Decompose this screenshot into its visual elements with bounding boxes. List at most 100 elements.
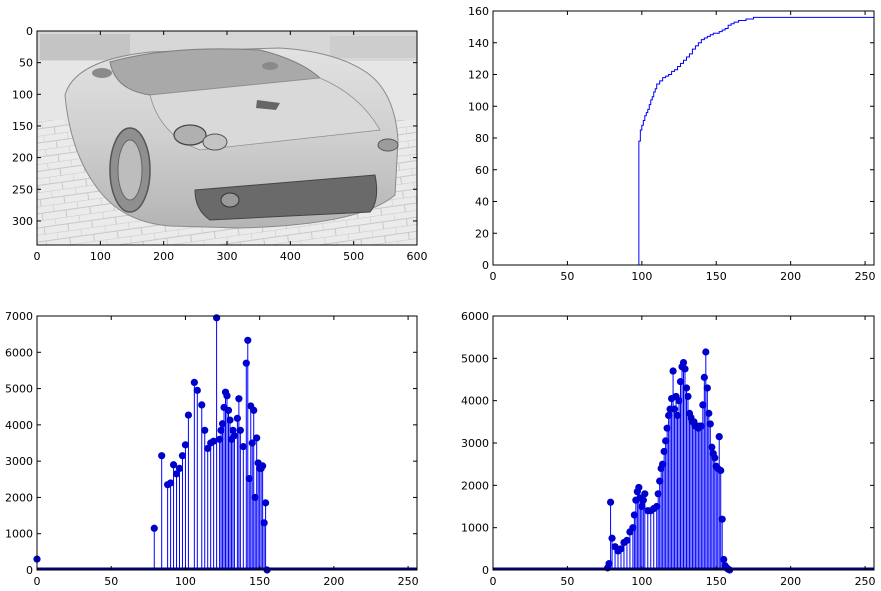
stem-marker <box>172 470 181 478</box>
stem-marker <box>204 444 212 453</box>
stem-marker <box>260 519 268 527</box>
stem-marker <box>253 434 261 442</box>
hist-original-ticks: 0 50 100 150 200 250 0 1000 2000 3000 4000 5000 6000… <box>5 310 419 588</box>
stem-marker <box>705 409 713 417</box>
x-tick-label: 0 <box>34 250 41 263</box>
hist-original-panel: 0 50 100 150 200 250 0 1000 2000 3000 4000 5000 6000… <box>5 310 419 588</box>
car-image <box>37 31 417 245</box>
x-tick-label: 250 <box>855 270 876 283</box>
y-tick-label: 160 <box>468 5 489 18</box>
y-tick-label: 40 <box>475 196 489 209</box>
stem-marker <box>608 534 616 542</box>
stem-marker <box>181 441 190 449</box>
y-tick-label: 3000 <box>461 437 489 450</box>
stem-marker <box>229 426 237 434</box>
stem-marker <box>223 392 231 400</box>
x-tick-label: 300 <box>217 250 238 263</box>
stem-marker <box>669 367 677 375</box>
stem-marker <box>178 452 187 460</box>
x-tick-label: 400 <box>280 250 301 263</box>
y-tick-label: 300 <box>12 215 33 228</box>
stem-marker <box>635 483 643 492</box>
stem-marker <box>708 443 716 451</box>
y-tick-label: 0 <box>482 564 489 577</box>
stem-marker <box>261 499 270 507</box>
y-tick-label: 60 <box>475 164 489 177</box>
y-tick-label: 3000 <box>5 455 33 468</box>
x-tick-label: 150 <box>706 575 727 588</box>
y-tick-label: 5000 <box>5 383 33 396</box>
y-tick-label: 150 <box>12 120 33 133</box>
stem-marker <box>702 348 710 356</box>
stem-marker <box>198 401 206 409</box>
y-tick-label: 6000 <box>461 310 489 323</box>
x-tick-label: 0 <box>490 270 497 283</box>
hist-equalized-stems <box>493 348 874 574</box>
x-tick-label: 150 <box>706 270 727 283</box>
hist-original-frame <box>36 315 418 571</box>
stem-marker <box>166 479 175 487</box>
stem-marker <box>711 454 719 462</box>
x-tick-label: 100 <box>631 270 652 283</box>
y-tick-label: 50 <box>19 57 33 70</box>
stem-marker <box>717 466 725 475</box>
y-tick-label: 100 <box>468 100 489 113</box>
stem-marker <box>718 515 726 523</box>
stem-marker <box>210 437 218 445</box>
y-tick-label: 100 <box>12 88 33 101</box>
stem-marker <box>169 461 178 469</box>
stem-marker <box>236 426 244 434</box>
x-tick-label: 100 <box>175 575 196 588</box>
stem-marker <box>184 411 193 419</box>
stem-marker <box>213 314 221 322</box>
stem-marker <box>244 336 252 344</box>
y-tick-label: 1000 <box>5 528 33 541</box>
stem-marker <box>233 414 241 422</box>
x-tick-label: 600 <box>407 250 428 263</box>
cdf-step-line <box>493 16 874 266</box>
image-panel: 0 100 200 300 400 500 600 0 50 100 150 200 250 300 <box>12 25 428 263</box>
x-tick-label: 50 <box>560 270 574 283</box>
stem-marker <box>224 406 233 414</box>
y-tick-label: 0 <box>26 25 33 38</box>
x-tick-label: 100 <box>631 575 652 588</box>
stem-marker <box>639 496 647 504</box>
stem-marker <box>235 395 243 403</box>
cdf-panel-frame <box>492 10 875 266</box>
x-tick-label: 250 <box>855 575 876 588</box>
stem-marker <box>706 420 714 428</box>
y-tick-label: 6000 <box>5 346 33 359</box>
stem-marker <box>175 464 184 472</box>
x-tick-label: 200 <box>323 575 344 588</box>
x-tick-label: 50 <box>560 575 574 588</box>
stem-marker <box>641 490 649 498</box>
y-tick-label: 120 <box>468 69 489 82</box>
cdf-panel-ticks: 0 50 100 150 200 250 0 20 40 60 80 100 120 140 160 <box>468 5 876 283</box>
x-tick-label: 100 <box>90 250 111 263</box>
image-panel-ticks: 0 100 200 300 400 500 600 0 50 100 150 200 250 300 <box>12 25 428 263</box>
stem-marker <box>682 384 691 392</box>
x-tick-label: 200 <box>780 575 801 588</box>
stem-marker <box>239 443 247 451</box>
y-tick-label: 5000 <box>461 352 489 365</box>
x-tick-label: 0 <box>34 575 41 588</box>
y-tick-label: 7000 <box>5 310 33 323</box>
stem-marker <box>259 462 267 470</box>
stem-marker <box>679 358 688 367</box>
stem-marker <box>623 536 631 544</box>
x-tick-label: 150 <box>249 575 270 588</box>
x-tick-label: 0 <box>490 575 497 588</box>
stem-marker <box>190 378 198 387</box>
stem-marker <box>720 555 728 564</box>
stem-marker <box>230 432 239 440</box>
stem-marker <box>250 406 258 414</box>
stem-marker <box>703 384 711 392</box>
stem-marker <box>715 433 723 441</box>
stem-marker <box>670 405 679 413</box>
y-tick-label: 80 <box>475 132 489 145</box>
y-tick-label: 2000 <box>461 479 489 492</box>
x-tick-label: 50 <box>104 575 118 588</box>
y-tick-label: 250 <box>12 183 33 196</box>
stem-marker <box>150 524 158 532</box>
